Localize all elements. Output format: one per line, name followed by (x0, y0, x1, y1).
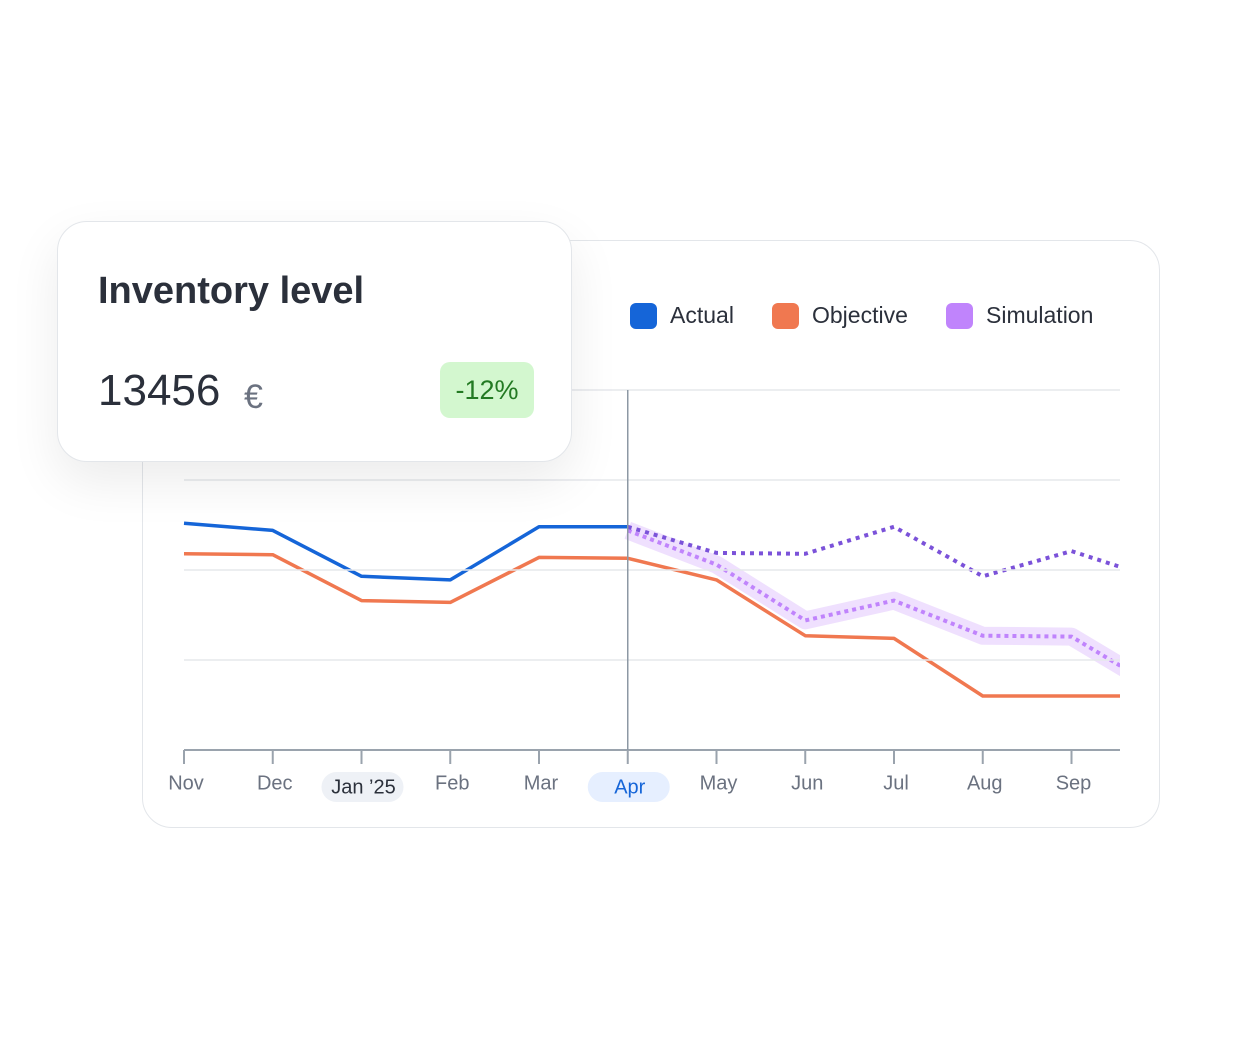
tick-highlight (321, 772, 404, 802)
x-tick-label: Apr (614, 776, 645, 798)
kpi-title: Inventory level (98, 270, 365, 312)
x-tick-label: Sep (1056, 772, 1092, 794)
kpi-change: -12% (440, 362, 534, 418)
kpi-value: 13456 (98, 366, 221, 415)
x-tick-label: Aug (967, 772, 1003, 794)
x-tick-label: Jul (883, 772, 909, 794)
legend-label: Simulation (986, 302, 1093, 328)
legend-swatch (630, 303, 657, 329)
legend-label: Objective (812, 302, 908, 328)
x-tick-label: Dec (257, 772, 293, 794)
series-line (183, 521, 628, 582)
series-line (627, 528, 1120, 668)
x-tick-label: Feb (435, 772, 469, 794)
series-line (183, 552, 1120, 698)
x-tick-label: Mar (524, 772, 559, 794)
kpi-card: Inventory level 13456 € -12% (57, 221, 572, 462)
series-line (627, 524, 1120, 579)
x-tick-label: Jan ’25 (331, 776, 396, 798)
legend-swatch (772, 303, 799, 329)
x-tick-label: May (700, 772, 738, 794)
x-tick-label: Jun (791, 772, 823, 794)
legend-label: Actual (670, 302, 734, 328)
kpi-unit: € (244, 378, 263, 416)
x-tick-label: Nov (168, 772, 204, 794)
tick-highlight (587, 772, 670, 802)
legend-swatch (946, 303, 973, 329)
